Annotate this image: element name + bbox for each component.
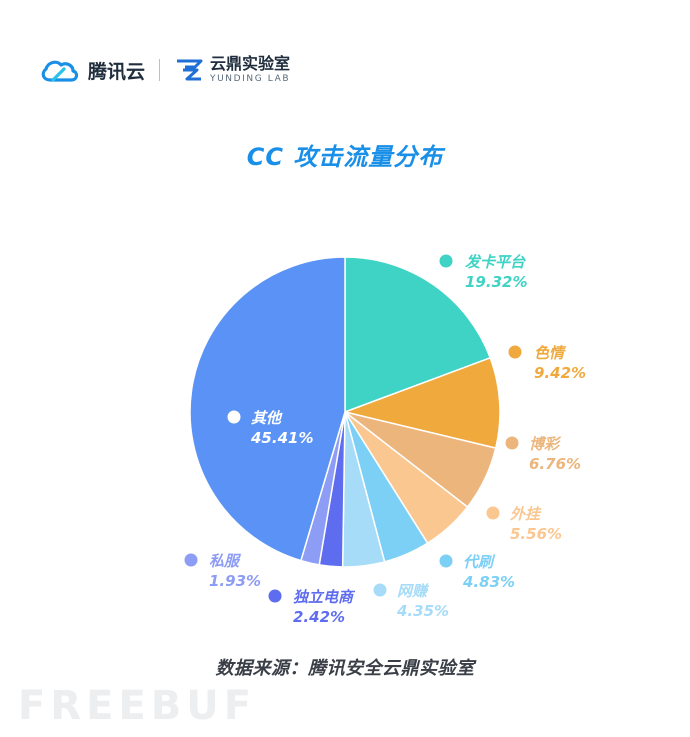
- pie-slice: [342, 356, 501, 449]
- slice-percent-label: 9.42%: [534, 364, 586, 382]
- slice-percent-label: 19.32%: [465, 273, 527, 291]
- slice-label: 网赚: [397, 582, 430, 600]
- lab-name-cn: 云鼎实验室: [210, 54, 291, 73]
- legend-dot: [227, 410, 241, 424]
- tencent-cloud-logo-icon: [41, 60, 79, 82]
- slice-label: 博彩: [529, 435, 562, 453]
- lab-name-en: YUNDING LAB: [210, 74, 291, 84]
- slice-label: 色情: [534, 344, 567, 362]
- slice-percent-label: 45.41%: [250, 429, 313, 447]
- slice-label: 其他: [251, 409, 283, 427]
- pie-slice: [189, 256, 346, 562]
- slice-label: 独立电商: [293, 588, 356, 606]
- slice-label: 私服: [209, 552, 242, 570]
- watermark: FREEBUF: [18, 683, 257, 729]
- chart-title: CC 攻击流量分布: [246, 143, 444, 171]
- slice-percent-label: 4.35%: [396, 602, 449, 620]
- slice-label: 发卡平台: [465, 253, 526, 271]
- slice-percent-label: 2.42%: [293, 608, 345, 626]
- header-divider: [159, 59, 161, 81]
- legend-dot: [373, 583, 387, 597]
- slice-percent-label: 6.76%: [529, 455, 581, 473]
- pie-slice: [344, 256, 492, 414]
- yunding-lab-logo-icon: [177, 59, 203, 81]
- legend-dot: [439, 554, 453, 568]
- legend-dot: [268, 589, 282, 603]
- legend-dot: [486, 506, 500, 520]
- legend-dot: [439, 254, 453, 268]
- data-source-note: 数据来源：腾讯安全云鼎实验室: [215, 658, 475, 679]
- slice-label: 外挂: [509, 505, 542, 523]
- legend-dot: [505, 436, 519, 450]
- lab-name-block: 云鼎实验室 YUNDING LAB: [210, 55, 290, 85]
- legend-dot: [184, 553, 198, 567]
- slice-percent-label: 1.93%: [209, 572, 261, 590]
- header: 腾讯云 云鼎实验室 YUNDING LAB: [40, 52, 290, 88]
- slice-percent-label: 5.56%: [510, 525, 562, 543]
- slice-percent-label: 4.83%: [462, 573, 515, 591]
- brand-name: 腾讯云: [88, 60, 146, 83]
- slice-label: 代刷: [463, 553, 496, 571]
- legend-dot: [508, 345, 522, 359]
